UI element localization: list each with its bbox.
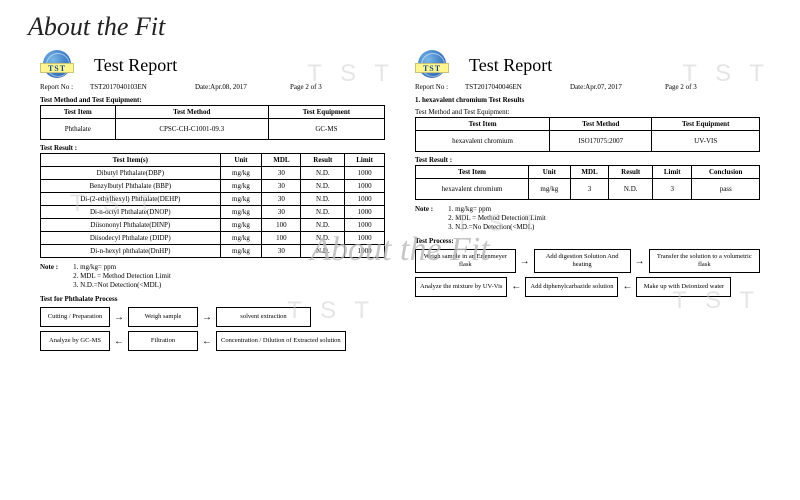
table-cell: Di-(2-ethylhexyl) Phthalate(DEHP)	[41, 193, 221, 206]
table-cell: mg/kg	[220, 219, 262, 232]
arrow-left-icon: ←	[114, 336, 124, 347]
table-cell: 30	[262, 193, 301, 206]
table-cell: Diisononyl Phthalate(DINP)	[41, 219, 221, 232]
section-result-label: Test Result :	[415, 156, 760, 164]
arrow-right-icon: →	[114, 312, 124, 323]
section-process-label: Test for Phthalate Process	[40, 295, 385, 303]
process-step: Transfer the solution to a volumetric fl…	[649, 249, 760, 273]
section-process-label: Test Process:	[415, 237, 760, 245]
table-cell: 1000	[345, 206, 385, 219]
report-no-value: TST2017040046EN	[465, 83, 560, 91]
report-page: Page 2 of 3	[665, 83, 697, 91]
note-line: 3. N.D.=No Detection(<MDL)	[448, 223, 546, 232]
report-title: Test Report	[94, 55, 177, 76]
table-cell: mg/kg	[220, 167, 262, 180]
note-label: Note :	[40, 263, 58, 290]
report-page: Page 2 of 3	[290, 83, 322, 91]
process-step: Add digestion Solution And heating	[534, 249, 631, 273]
table-cell: N.D.	[301, 180, 345, 193]
table-cell: mg/kg	[220, 193, 262, 206]
process-step: Add diphenylcarbazide solution	[525, 277, 618, 297]
table-cell: Diisodecyl Phthalate (DIDP)	[41, 232, 221, 245]
section-results-heading: 1. hexavalent chromium Test Results	[415, 96, 760, 104]
process-step: Analyze the mixture by UV-Vis	[415, 277, 507, 297]
method-table: Test ItemTest MethodTest Equipment hexav…	[415, 117, 760, 152]
table-cell: N.D.	[301, 232, 345, 245]
note-line: 1. mg/kg= ppm	[73, 263, 171, 272]
report-meta: Report No : TST2017040103EN Date:Apr.08,…	[40, 83, 385, 91]
report-no-value: TST2017040103EN	[90, 83, 185, 91]
table-cell: mg/kg	[220, 180, 262, 193]
arrow-right-icon: →	[635, 256, 645, 267]
note-line: 2. MDL = Method Detection Limit	[73, 272, 171, 281]
arrow-left-icon: ←	[511, 281, 521, 292]
process-step: Concentration / Dilution of Extracted so…	[216, 331, 346, 351]
report-title: Test Report	[469, 55, 552, 76]
report-date: Date:Apr.08, 2017	[195, 83, 280, 91]
table-cell: Di-n-octyl Phthalate(DNOP)	[41, 206, 221, 219]
table-cell: N.D.	[301, 167, 345, 180]
table-cell: mg/kg	[220, 232, 262, 245]
tst-logo-icon: TST	[415, 50, 449, 80]
report-left: T S T T S T T S T TST Test Report Report…	[40, 50, 385, 355]
table-cell: N.D.	[301, 219, 345, 232]
report-right: T S T T S T T S T TST Test Report Report…	[415, 50, 760, 355]
table-cell: 1000	[345, 167, 385, 180]
process-step: Make up with Deionized water	[636, 277, 731, 297]
table-cell: Dibutyl Phthalate(DBP)	[41, 167, 221, 180]
table-cell: N.D.	[301, 206, 345, 219]
table-cell: 30	[262, 180, 301, 193]
notes-block: Note : 1. mg/kg= ppm 2. MDL = Method Det…	[40, 263, 385, 290]
process-step: solvent extraction	[216, 307, 311, 327]
table-cell: Di-n-hexyl phthalate(DnHP)	[41, 245, 221, 258]
section-method-label: Test Method and Test Equipment:	[40, 96, 385, 104]
table-cell: 30	[262, 206, 301, 219]
note-line: 2. MDL = Method Detection Limit	[448, 214, 546, 223]
table-cell: 1000	[345, 232, 385, 245]
result-table: Test ItemUnitMDL ResultLimitConclusion h…	[415, 165, 760, 200]
note-label: Note :	[415, 205, 433, 232]
process-step: Weigh sample	[128, 307, 198, 327]
section-method-label: Test Method and Test Equipment:	[415, 108, 760, 116]
table-cell: N.D.	[301, 193, 345, 206]
notes-block: Note : 1. mg/kg= ppm 2. MDL = Method Det…	[415, 205, 760, 232]
report-date: Date:Apr.07, 2017	[570, 83, 655, 91]
process-row: Analyze by GC-MS ← Filtration ← Concentr…	[40, 331, 385, 351]
note-line: 1. mg/kg= ppm	[448, 205, 546, 214]
table-cell: 1000	[345, 180, 385, 193]
arrow-right-icon: →	[520, 256, 530, 267]
arrow-left-icon: ←	[622, 281, 632, 292]
arrow-right-icon: →	[202, 312, 212, 323]
note-line: 3. N.D.=Not Detection(<MDL)	[73, 281, 171, 290]
table-cell: Benzylbutyl Phthalate (BBP)	[41, 180, 221, 193]
report-no-label: Report No :	[40, 83, 80, 91]
process-step: Weigh sample in an Erlenmeyer flask	[415, 249, 516, 273]
table-cell: N.D.	[301, 245, 345, 258]
process-step: Analyze by GC-MS	[40, 331, 110, 351]
process-step: Filtration	[128, 331, 198, 351]
process-row: Weigh sample in an Erlenmeyer flask → Ad…	[415, 249, 760, 273]
table-cell: 100	[262, 232, 301, 245]
page-title: About the Fit	[0, 0, 800, 50]
result-table: Test Item(s)UnitMDLResultLimit Dibutyl P…	[40, 153, 385, 258]
arrow-left-icon: ←	[202, 336, 212, 347]
table-cell: 30	[262, 245, 301, 258]
reports-container: T S T T S T T S T TST Test Report Report…	[0, 50, 800, 355]
process-step: Cutting / Preparation	[40, 307, 110, 327]
process-row: Analyze the mixture by UV-Vis ← Add diph…	[415, 277, 760, 297]
table-cell: mg/kg	[220, 206, 262, 219]
tst-logo-icon: TST	[40, 50, 74, 80]
section-result-label: Test Result :	[40, 144, 385, 152]
table-cell: 30	[262, 167, 301, 180]
table-cell: mg/kg	[220, 245, 262, 258]
report-no-label: Report No :	[415, 83, 455, 91]
table-cell: 1000	[345, 245, 385, 258]
table-cell: 1000	[345, 193, 385, 206]
report-meta: Report No : TST2017040046EN Date:Apr.07,…	[415, 83, 760, 91]
process-row: Cutting / Preparation → Weigh sample → s…	[40, 307, 385, 327]
method-table: Test ItemTest MethodTest Equipment Phtha…	[40, 105, 385, 140]
table-cell: 1000	[345, 219, 385, 232]
table-cell: 100	[262, 219, 301, 232]
